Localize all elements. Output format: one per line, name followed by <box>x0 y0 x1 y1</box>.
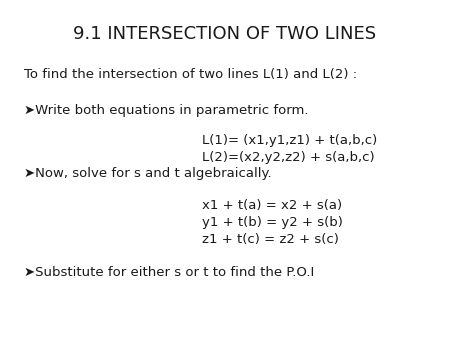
Text: ➤Substitute for either s or t to find the P.O.I: ➤Substitute for either s or t to find th… <box>24 266 314 279</box>
Text: L(2)=(x2,y2,z2) + s(a,b,c): L(2)=(x2,y2,z2) + s(a,b,c) <box>202 150 374 164</box>
Text: x1 + t(a) = x2 + s(a): x1 + t(a) = x2 + s(a) <box>202 199 342 212</box>
Text: z1 + t(c) = z2 + s(c): z1 + t(c) = z2 + s(c) <box>202 233 339 246</box>
Text: To find the intersection of two lines L(1) and L(2) :: To find the intersection of two lines L(… <box>24 68 357 81</box>
Text: L(1)= (x1,y1,z1) + t(a,b,c): L(1)= (x1,y1,z1) + t(a,b,c) <box>202 134 377 147</box>
Text: y1 + t(b) = y2 + s(b): y1 + t(b) = y2 + s(b) <box>202 216 343 229</box>
Text: ➤Now, solve for s and t algebraically.: ➤Now, solve for s and t algebraically. <box>24 167 271 180</box>
Text: ➤Write both equations in parametric form.: ➤Write both equations in parametric form… <box>24 104 308 117</box>
Text: 9.1 INTERSECTION OF TWO LINES: 9.1 INTERSECTION OF TWO LINES <box>72 25 376 43</box>
